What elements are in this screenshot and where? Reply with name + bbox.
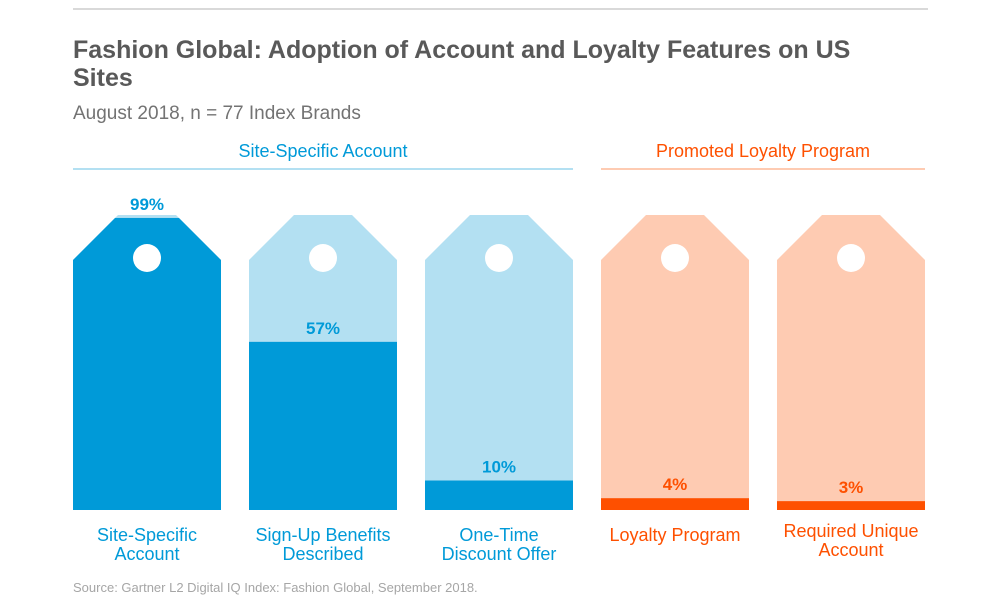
- top-divider: [73, 8, 928, 10]
- tag-hole: [485, 244, 513, 272]
- tag-hole: [837, 244, 865, 272]
- group-label: Promoted Loyalty Program: [656, 141, 870, 161]
- category-label: Account: [114, 544, 179, 564]
- tag-fill-bar: [425, 480, 573, 510]
- category-label: Sign-Up Benefits: [255, 525, 390, 545]
- tag-shape: [425, 215, 573, 510]
- value-label: 10%: [482, 458, 516, 477]
- tag-fill-bar: [601, 498, 749, 510]
- group-underline: [601, 168, 925, 170]
- value-label: 57%: [306, 319, 340, 338]
- tag-shape: [777, 215, 925, 510]
- chart-subtitle: August 2018, n = 77 Index Brands: [73, 103, 361, 124]
- category-label: Site-Specific: [97, 525, 197, 545]
- category-label: One-Time: [459, 525, 538, 545]
- category-label: Loyalty Program: [609, 525, 740, 545]
- tag-hole: [309, 244, 337, 272]
- tag-fill-bar: [777, 501, 925, 510]
- tag-fill-bar: [249, 341, 397, 510]
- category-label: Described: [282, 544, 363, 564]
- category-label: Required Unique: [783, 521, 918, 541]
- value-label: 99%: [130, 195, 164, 214]
- category-label: Account: [818, 540, 883, 560]
- value-label: 3%: [839, 478, 864, 497]
- value-label: 4%: [663, 475, 688, 494]
- chart-title: Fashion Global: Adoption of Account and …: [73, 36, 851, 92]
- tag-hole: [133, 244, 161, 272]
- group-label: Site-Specific Account: [238, 141, 407, 161]
- source-note: Source: Gartner L2 Digital IQ Index: Fas…: [73, 580, 478, 595]
- category-label: Discount Offer: [442, 544, 557, 564]
- tag-shape: [601, 215, 749, 510]
- group-underline: [73, 168, 573, 170]
- tag-hole: [661, 244, 689, 272]
